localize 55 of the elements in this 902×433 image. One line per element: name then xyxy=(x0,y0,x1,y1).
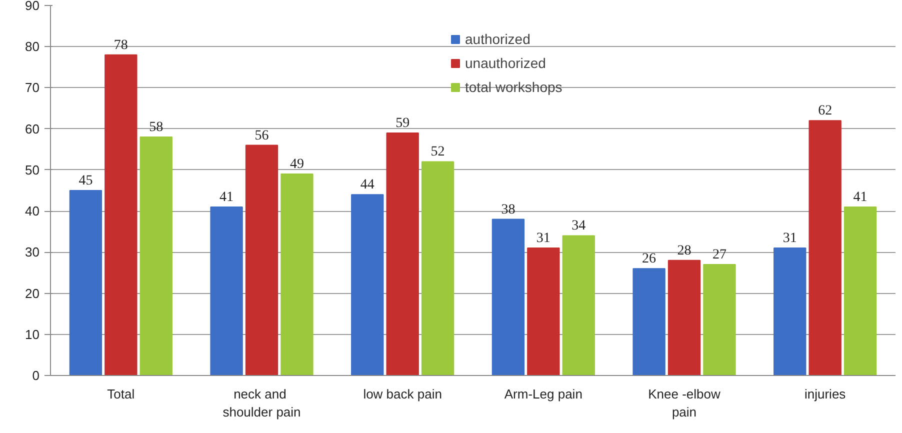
data-label: 34 xyxy=(572,218,586,234)
bar xyxy=(386,132,419,376)
x-tick-label: Total xyxy=(107,386,135,402)
data-label: 78 xyxy=(114,38,128,53)
bar xyxy=(844,206,877,376)
x-tick-label: Knee -elbow pain xyxy=(648,386,721,420)
bar xyxy=(69,190,102,376)
data-label: 59 xyxy=(396,116,410,131)
y-tick-label: 10 xyxy=(25,326,40,342)
y-tick-label: 70 xyxy=(25,80,40,96)
x-tick-label: Arm-Leg pain xyxy=(504,386,582,402)
data-label: 31 xyxy=(536,231,550,246)
bar xyxy=(668,260,701,376)
y-tick-label: 80 xyxy=(25,39,40,54)
bar xyxy=(210,206,243,376)
data-label: 62 xyxy=(818,104,832,119)
data-label: 56 xyxy=(254,128,269,144)
x-tick-label: low back pain xyxy=(363,386,442,402)
legend-label: total workshops xyxy=(465,79,562,95)
bar xyxy=(774,248,806,376)
y-tick-label: 20 xyxy=(25,286,40,301)
data-label: 31 xyxy=(782,231,797,246)
data-label: 45 xyxy=(78,174,93,188)
bar xyxy=(527,248,560,376)
y-tick-label: 50 xyxy=(25,162,40,178)
data-label: 41 xyxy=(853,190,868,205)
data-label: 38 xyxy=(501,202,516,218)
bar xyxy=(703,264,736,376)
y-tick-label: 30 xyxy=(25,244,40,260)
bar xyxy=(808,120,842,376)
bar xyxy=(280,174,314,376)
x-tick-label: injuries xyxy=(804,386,846,402)
legend-label: unauthorized xyxy=(465,55,546,71)
data-label: 52 xyxy=(430,144,445,160)
bar xyxy=(140,136,172,376)
data-label: 58 xyxy=(149,120,164,136)
bar xyxy=(632,268,666,376)
bar xyxy=(351,194,384,376)
data-label: 49 xyxy=(290,157,304,172)
data-label: 26 xyxy=(642,252,656,267)
bar xyxy=(104,54,138,376)
data-label: 41 xyxy=(220,190,234,205)
bar xyxy=(421,161,454,376)
data-label: 28 xyxy=(677,243,692,258)
bar xyxy=(562,235,595,376)
data-label: 27 xyxy=(712,248,726,262)
bar xyxy=(492,218,525,376)
legend-label: authorized xyxy=(465,31,530,47)
y-tick-label: 0 xyxy=(32,368,40,383)
x-tick-label: neck and shoulder pain xyxy=(222,386,301,420)
data-label: 44 xyxy=(360,178,374,193)
y-tick-label: 60 xyxy=(25,121,40,136)
bar xyxy=(245,144,278,376)
y-tick-label: 90 xyxy=(25,0,40,13)
y-tick-label: 40 xyxy=(25,204,40,219)
